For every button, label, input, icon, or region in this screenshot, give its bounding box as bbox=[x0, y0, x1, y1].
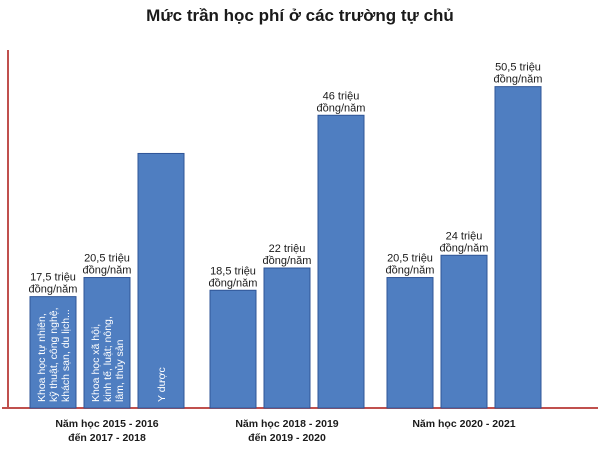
bar-inner-text: Khoa học xã hội, bbox=[90, 324, 102, 402]
bar bbox=[209, 289, 257, 409]
bar bbox=[440, 254, 488, 409]
bar-inner-text: Khoa học tự nhiên, bbox=[36, 313, 48, 402]
chart-title: Mức trần học phí ở các trường tự chủ bbox=[146, 6, 454, 25]
bar-inner-text: Y dược bbox=[156, 367, 168, 402]
bar-category-label: Khoa học xã hội, kinh tế, luật; nông, lâm,… bbox=[90, 316, 126, 402]
data-label: đồng/năm bbox=[440, 242, 489, 254]
data-label: 20,5 triệu bbox=[387, 253, 433, 265]
bar-inner-text: kinh tế, luật; nông, bbox=[102, 316, 114, 402]
bar bbox=[29, 296, 77, 409]
bar-inner-text: kỹ thuật, công nghệ, bbox=[48, 307, 60, 402]
bar-category-label: Y dược bbox=[156, 367, 168, 402]
data-label: đồng/năm bbox=[263, 255, 312, 267]
data-label: đồng/năm bbox=[386, 265, 435, 277]
group-label: Năm học 2018 - 2019 bbox=[235, 418, 338, 430]
bar bbox=[83, 277, 131, 409]
group-label: Năm học 2015 - 2016 bbox=[55, 418, 158, 430]
data-label: đồng/năm bbox=[494, 74, 543, 86]
data-label: 24 triệu bbox=[446, 230, 483, 242]
data-label: 50,5 triệu bbox=[495, 62, 541, 74]
data-label: 20,5 triệu bbox=[84, 253, 130, 265]
data-label: đồng/năm bbox=[209, 277, 258, 289]
group-label: đến 2017 - 2018 bbox=[68, 432, 146, 444]
bar bbox=[263, 267, 311, 409]
data-label: 46 triệu bbox=[323, 90, 360, 102]
data-label: đồng/năm bbox=[83, 265, 132, 277]
bar bbox=[494, 86, 542, 409]
bar-category-label: Khoa học tự nhiên, kỹ thuật, công nghệ, kh… bbox=[36, 307, 72, 402]
data-label: 22 triệu bbox=[269, 243, 306, 255]
data-label: đồng/năm bbox=[317, 102, 366, 114]
group-label: đến 2019 - 2020 bbox=[248, 432, 326, 444]
data-label: 17,5 triệu bbox=[30, 272, 76, 284]
bar bbox=[386, 277, 434, 409]
bar-inner-text: khách sạn, du lịch... bbox=[60, 309, 72, 402]
bar-inner-text: lâm, thủy sản bbox=[114, 339, 126, 402]
group-label: Năm học 2020 - 2021 bbox=[412, 418, 515, 430]
bar bbox=[317, 114, 365, 409]
bar bbox=[137, 152, 185, 409]
data-label: 18,5 triệu bbox=[210, 265, 256, 277]
data-label: đồng/năm bbox=[29, 284, 78, 296]
